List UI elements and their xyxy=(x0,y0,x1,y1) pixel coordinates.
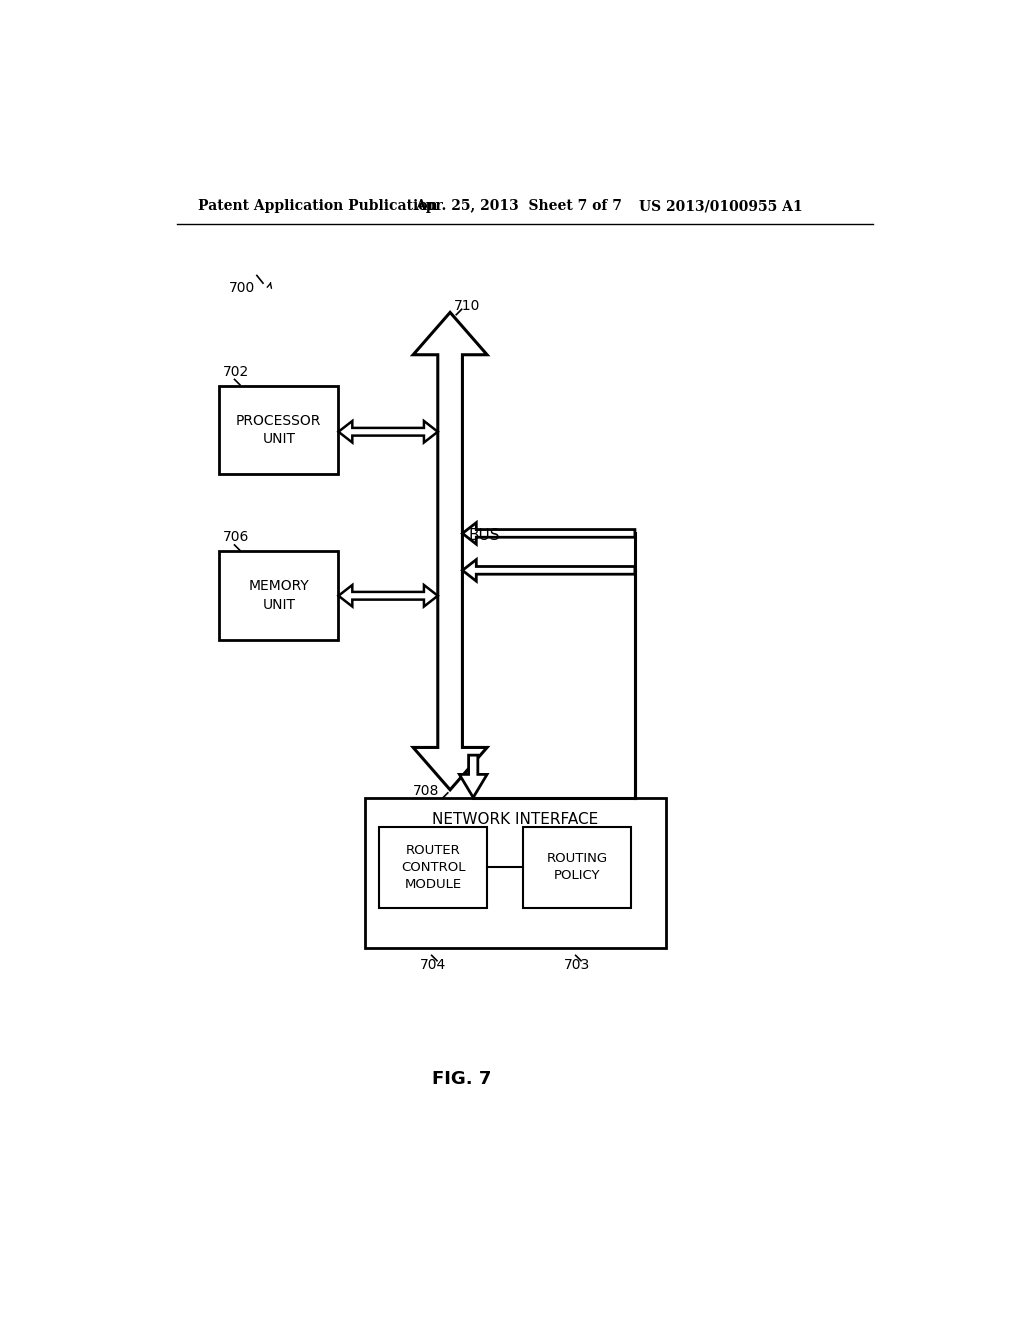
Text: NETWORK INTERFACE: NETWORK INTERFACE xyxy=(432,812,599,826)
Text: US 2013/0100955 A1: US 2013/0100955 A1 xyxy=(639,199,803,213)
Text: PROCESSOR
UNIT: PROCESSOR UNIT xyxy=(237,413,322,446)
Text: BUS: BUS xyxy=(469,528,500,544)
Polygon shape xyxy=(463,560,635,581)
Text: MEMORY
UNIT: MEMORY UNIT xyxy=(249,579,309,611)
Text: 706: 706 xyxy=(223,531,249,544)
Text: 708: 708 xyxy=(413,784,439,799)
Polygon shape xyxy=(339,421,438,442)
Text: Patent Application Publication: Patent Application Publication xyxy=(199,199,438,213)
Text: ROUTING
POLICY: ROUTING POLICY xyxy=(547,853,607,882)
Polygon shape xyxy=(339,585,438,607)
Bar xyxy=(366,797,666,948)
Bar xyxy=(219,552,339,640)
Bar xyxy=(523,826,631,908)
Bar xyxy=(379,826,487,908)
Polygon shape xyxy=(413,313,487,789)
Text: 710: 710 xyxy=(454,300,480,313)
Text: Apr. 25, 2013  Sheet 7 of 7: Apr. 25, 2013 Sheet 7 of 7 xyxy=(416,199,623,213)
Text: 702: 702 xyxy=(223,364,249,379)
Text: 703: 703 xyxy=(564,957,590,972)
Text: 704: 704 xyxy=(420,957,446,972)
Polygon shape xyxy=(463,523,635,544)
Polygon shape xyxy=(460,755,487,797)
Text: 700: 700 xyxy=(229,281,255,294)
Text: FIG. 7: FIG. 7 xyxy=(432,1069,492,1088)
Text: ROUTER
CONTROL
MODULE: ROUTER CONTROL MODULE xyxy=(401,843,466,891)
Bar xyxy=(219,385,339,474)
